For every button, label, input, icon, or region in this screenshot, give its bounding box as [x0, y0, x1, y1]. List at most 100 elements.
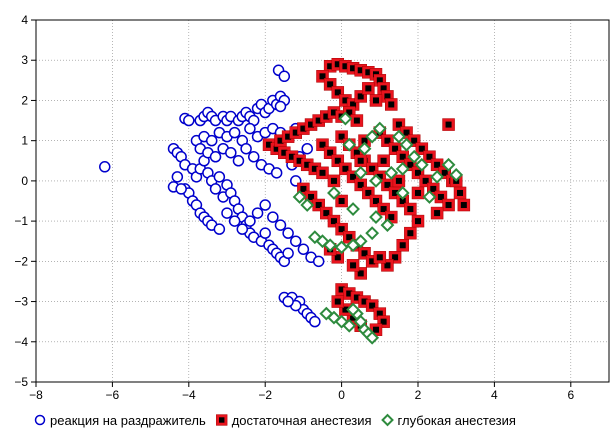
point-reaction — [282, 247, 294, 260]
legend: реакция на раздражитель достаточная анест… — [34, 413, 516, 428]
point-deep-anesthesia — [342, 318, 357, 333]
point-reaction — [171, 171, 184, 183]
x-tick-label: 2 — [415, 388, 422, 402]
point-reaction — [175, 183, 187, 195]
legend-label: достаточная анестезия — [232, 413, 372, 428]
point-sufficient-anesthesia — [346, 259, 360, 272]
point-sufficient-anesthesia — [411, 214, 425, 228]
legend-item: реакция на раздражитель — [34, 413, 206, 428]
point-deep-anesthesia — [399, 137, 414, 152]
point-deep-anesthesia — [449, 167, 464, 182]
x-tick-label: −8 — [29, 388, 43, 402]
x-tick-label: −4 — [182, 388, 196, 402]
point-reaction — [247, 151, 260, 163]
point-deep-anesthesia — [395, 161, 410, 176]
point-deep-anesthesia — [422, 190, 437, 204]
y-tick-label: −3 — [14, 295, 28, 309]
point-deep-anesthesia — [353, 165, 368, 180]
point-deep-anesthesia — [372, 121, 387, 136]
point-reaction — [232, 155, 245, 167]
point-deep-anesthesia — [338, 111, 353, 126]
plot-frame — [35, 19, 610, 383]
point-sufficient-anesthesia — [411, 186, 425, 200]
point-deep-anesthesia — [365, 129, 380, 144]
point-sufficient-anesthesia — [335, 194, 348, 208]
point-reaction — [270, 167, 283, 179]
data-points — [99, 57, 471, 345]
series-diamond — [292, 111, 464, 345]
point-reaction — [240, 142, 252, 155]
y-tick-label: 3 — [21, 53, 28, 67]
point-deep-anesthesia — [369, 210, 383, 225]
point-sufficient-anesthesia — [396, 238, 409, 252]
legend-item: глубокая анестезия — [381, 413, 516, 428]
point-sufficient-anesthesia — [350, 114, 364, 127]
point-sufficient-anesthesia — [385, 98, 398, 111]
point-reaction — [278, 70, 291, 83]
point-deep-anesthesia — [334, 240, 349, 255]
point-sufficient-anesthesia — [362, 82, 375, 95]
point-deep-anesthesia — [381, 413, 394, 427]
point-reaction — [244, 215, 256, 227]
point-reaction — [34, 414, 46, 426]
y-tick-label: 2 — [21, 93, 28, 107]
point-sufficient-anesthesia — [442, 198, 455, 212]
y-tick-label: −2 — [14, 254, 28, 268]
point-deep-anesthesia — [365, 330, 380, 345]
x-tick-label: −2 — [258, 388, 272, 402]
point-deep-anesthesia — [300, 198, 315, 212]
point-reaction — [312, 255, 325, 268]
point-reaction — [209, 151, 222, 163]
point-deep-anesthesia — [342, 137, 357, 152]
x-tick-label: 4 — [491, 388, 498, 402]
point-reaction — [209, 183, 222, 195]
point-deep-anesthesia — [430, 169, 445, 184]
point-sufficient-anesthesia — [392, 174, 406, 188]
point-deep-anesthesia — [384, 165, 399, 180]
x-tick-label: 6 — [567, 388, 574, 402]
point-sufficient-anesthesia — [369, 94, 383, 107]
point-sufficient-anesthesia — [457, 198, 471, 212]
point-deep-anesthesia — [357, 141, 372, 156]
point-sufficient-anesthesia — [354, 154, 367, 168]
series-circle — [99, 64, 325, 328]
point-sufficient-anesthesia — [404, 202, 417, 216]
legend-label: реакция на раздражитель — [50, 413, 206, 428]
point-reaction — [183, 114, 195, 127]
y-tick-label: 4 — [21, 13, 28, 27]
y-tick-label: −4 — [14, 335, 28, 349]
point-reaction — [221, 207, 233, 219]
y-tick-label: 1 — [21, 134, 28, 148]
point-reaction — [99, 161, 111, 173]
point-reaction — [251, 207, 264, 219]
point-reaction — [213, 223, 226, 235]
point-reaction — [282, 227, 294, 239]
point-reaction — [301, 142, 313, 155]
point-deep-anesthesia — [365, 226, 380, 241]
point-reaction — [236, 223, 249, 235]
point-reaction — [290, 235, 302, 247]
point-deep-anesthesia — [327, 186, 341, 200]
point-deep-anesthesia — [380, 218, 395, 233]
y-tick-label: −5 — [14, 375, 28, 389]
point-reaction — [267, 211, 279, 223]
point-sufficient-anesthesia — [453, 186, 467, 200]
point-reaction — [225, 146, 237, 159]
point-sufficient-anesthesia — [430, 206, 444, 220]
point-deep-anesthesia — [395, 186, 410, 200]
point-sufficient-anesthesia — [327, 174, 341, 188]
x-tick-label: −6 — [106, 388, 120, 402]
point-deep-anesthesia — [323, 238, 338, 253]
axis-ticks: −8 −6 −4 −2 0 2 4 6 −5 −4 −3 −2 −1 0 1 2 3 4 — [14, 13, 574, 402]
point-deep-anesthesia — [391, 129, 406, 144]
point-deep-anesthesia — [353, 234, 368, 249]
point-reaction — [274, 219, 287, 231]
point-reaction — [244, 122, 256, 135]
point-sufficient-anesthesia — [373, 251, 387, 264]
point-sufficient-anesthesia — [316, 166, 329, 180]
point-reaction — [205, 134, 218, 147]
point-deep-anesthesia — [292, 190, 307, 204]
point-deep-anesthesia — [346, 202, 360, 216]
x-tick-label: 0 — [338, 388, 345, 402]
